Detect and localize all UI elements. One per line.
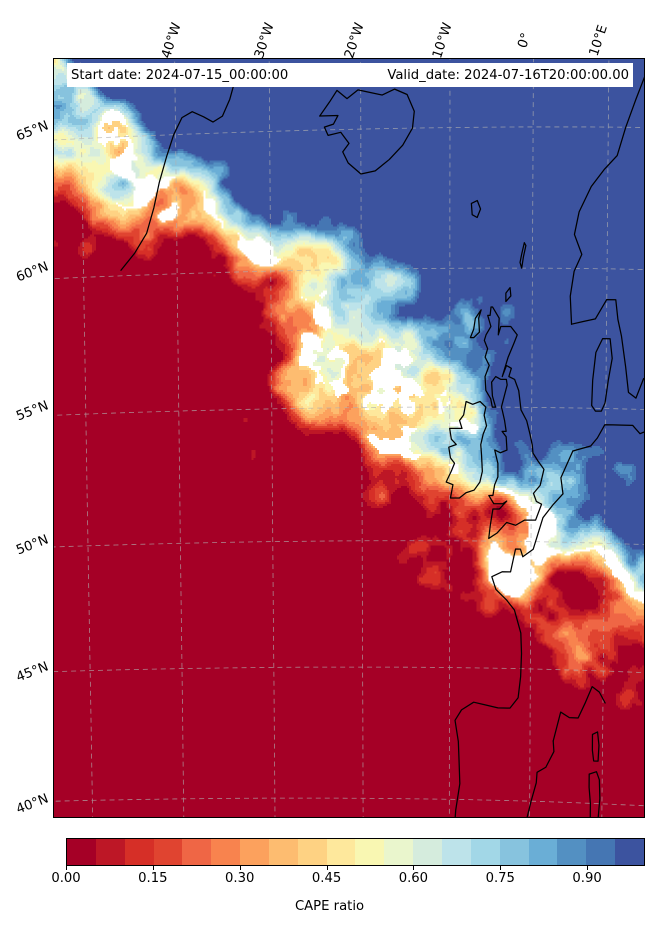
gridline [54, 797, 644, 807]
coastline-path [483, 306, 545, 540]
gridline [360, 59, 364, 817]
gridline [79, 59, 94, 817]
colorbar-segment [470, 839, 500, 865]
colorbar-tick-mark [66, 866, 67, 870]
gridline [54, 126, 644, 141]
colorbar-tick-mark [326, 866, 328, 870]
colorbar-segment [441, 839, 471, 865]
coastline-path [519, 242, 527, 269]
colorbar-segment [355, 839, 385, 865]
colorbar-segment [384, 839, 414, 865]
colorbar-segment [153, 839, 183, 865]
colorbar-segment [413, 839, 442, 865]
colorbar-tick-mark [152, 866, 154, 870]
colorbar-axis-label: CAPE ratio [294, 899, 365, 914]
colorbar-segment [499, 839, 529, 865]
coastline-path [470, 199, 482, 219]
valid-date-label: Valid_date: 2024-07-16T20:00:00.00 [387, 67, 629, 83]
coastline-path [552, 686, 606, 742]
coastline-path [569, 76, 644, 325]
latitude-tick-label: 50°N [14, 532, 51, 559]
gridline [54, 406, 644, 416]
map-vector-overlay [54, 59, 644, 817]
coastline-path [505, 286, 512, 303]
colorbar-segment [615, 839, 644, 865]
colorbar-segment [67, 839, 96, 865]
gridline [448, 59, 451, 817]
colorbar-tick-mark [239, 866, 241, 870]
colorbar-tick-label: 0.00 [51, 871, 81, 886]
colorbar-tick-mark [413, 866, 415, 870]
coastline-path [588, 771, 601, 817]
map-gridlines [54, 59, 644, 817]
colorbar-segment [528, 839, 558, 865]
colorbar-tick-label: 0.15 [138, 871, 168, 886]
colorbar-segment [240, 839, 269, 865]
start-date-label: Start date: 2024-07-15_00:00:00 [71, 67, 289, 83]
coastline-path [526, 740, 555, 817]
coastline-path [445, 400, 488, 499]
latitude-tick-label: 40°N [14, 791, 51, 818]
coastline-path [591, 338, 613, 412]
gridline [174, 59, 185, 817]
colorbar-segment [211, 839, 241, 865]
coastline-path [591, 731, 600, 762]
coastline-path [120, 78, 236, 271]
coastline-path [469, 309, 482, 339]
colorbar-tick-mark [500, 866, 502, 870]
latitude-tick-label: 45°N [14, 659, 51, 686]
colorbar-tick-label: 0.90 [572, 871, 602, 886]
latitude-tick-label: 60°N [14, 259, 51, 286]
colorbar [66, 838, 645, 866]
colorbar-segment [326, 839, 356, 865]
gridline [268, 59, 276, 817]
gridline [54, 540, 644, 548]
colorbar-tick-label: 0.60 [398, 871, 429, 886]
map-coastlines [120, 76, 644, 817]
colorbar-tick-mark [587, 866, 589, 870]
coastline-path [570, 298, 644, 399]
colorbar-segment [586, 839, 616, 865]
colorbar-tick-label: 0.45 [311, 871, 342, 886]
colorbar-segment [268, 839, 298, 865]
colorbar-segment [297, 839, 327, 865]
coastline-path [454, 493, 564, 817]
latitude-tick-label: 55°N [14, 398, 51, 425]
colorbar-segment [557, 839, 587, 865]
coastline-path [319, 88, 415, 175]
colorbar-segment [182, 839, 212, 865]
map-plot-area: Start date: 2024-07-15_00:00:00 Valid_da… [53, 58, 645, 818]
date-annotation-box: Start date: 2024-07-15_00:00:00 Valid_da… [67, 63, 633, 87]
latitude-tick-label: 65°N [14, 118, 51, 145]
coastline-path [560, 424, 644, 495]
gridline [54, 267, 644, 279]
gridline [54, 666, 644, 674]
colorbar-tick-label: 0.30 [225, 871, 255, 886]
colorbar-tick-label: 0.75 [485, 871, 515, 886]
colorbar-segment [124, 839, 154, 865]
cape-ratio-heatmap [54, 59, 644, 817]
colorbar-segment [95, 839, 125, 865]
